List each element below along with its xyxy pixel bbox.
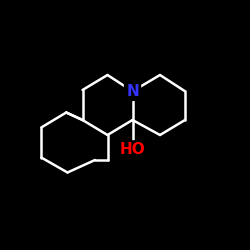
- Text: HO: HO: [120, 142, 146, 158]
- Text: N: N: [126, 84, 139, 99]
